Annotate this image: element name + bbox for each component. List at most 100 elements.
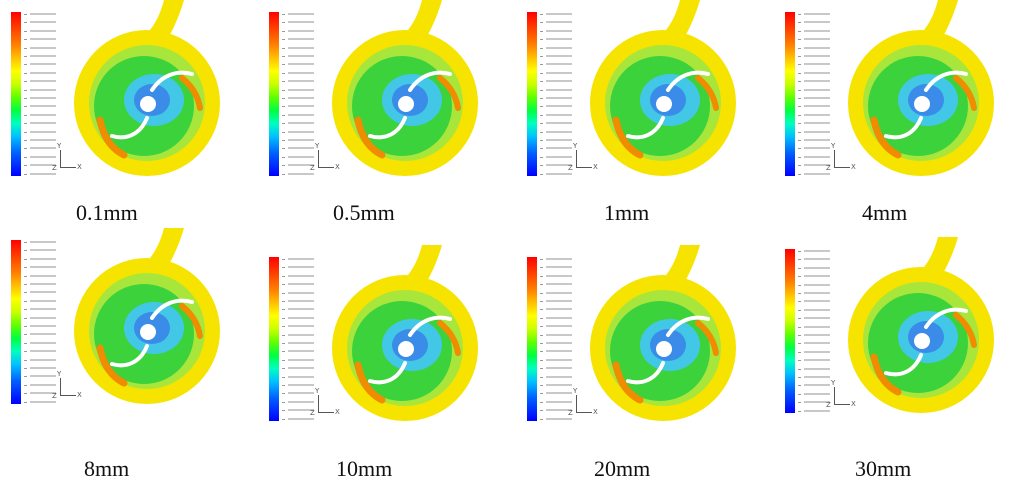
- colorbar-tick: [798, 367, 832, 370]
- colorbar-tick: [282, 409, 316, 412]
- colorbar-tick: [540, 55, 574, 57]
- colorbar-tick: [798, 283, 832, 286]
- colorbar-tick: [282, 308, 316, 311]
- impeller-blade: [368, 361, 407, 385]
- colorbar-tick: [24, 383, 58, 386]
- colorbar-tick: [282, 88, 316, 91]
- axis-label-z: Z: [826, 401, 831, 409]
- discharge-pipe: [408, 0, 442, 38]
- colorbar-tick: [798, 250, 832, 252]
- colorbar-tick: [540, 358, 574, 361]
- axis-label-x: X: [77, 163, 82, 171]
- colorbar-tick: [24, 147, 58, 150]
- colorbar-tick: [24, 29, 58, 32]
- colorbar-tick: [798, 147, 832, 150]
- colorbar-tick: [282, 417, 316, 420]
- colorbar-tick: [24, 164, 58, 167]
- colorbar-legend: [785, 249, 795, 413]
- colorbar-tick-labels: [282, 255, 322, 423]
- impeller-hub: [656, 341, 672, 357]
- colorbar-tick: [540, 71, 574, 74]
- colorbar-tick: [282, 164, 316, 167]
- colorbar-tick: [282, 105, 316, 108]
- colorbar-tick: [798, 105, 832, 108]
- colorbar-tick: [282, 350, 316, 353]
- colorbar-tick: [24, 63, 58, 66]
- colorbar-tick: [540, 21, 574, 24]
- impeller-hub: [914, 96, 930, 112]
- colorbar-tick: [282, 274, 316, 277]
- colorbar-tick: [282, 316, 316, 319]
- panel-caption: 30mm: [855, 456, 912, 481]
- colorbar-legend: [269, 257, 279, 421]
- colorbar-tick: [24, 341, 58, 344]
- colorbar-tick: [24, 333, 58, 336]
- axis-label-z: Z: [310, 164, 315, 172]
- colorbar-tick-labels: [540, 255, 580, 423]
- discharge-pipe: [150, 0, 184, 38]
- colorbar-tick: [282, 71, 316, 74]
- axis-label-x: X: [851, 163, 856, 171]
- axis-label-z: Z: [310, 409, 315, 417]
- colorbar-tick: [24, 71, 58, 74]
- colorbar-tick: [24, 113, 58, 116]
- discharge-pipe: [666, 245, 700, 283]
- colorbar-tick: [24, 257, 58, 260]
- colorbar-tick: [282, 113, 316, 116]
- colorbar-tick: [24, 38, 58, 41]
- colorbar-tick: [24, 55, 58, 57]
- coordinate-axes-icon: Y Z X: [310, 387, 340, 425]
- colorbar-tick: [24, 358, 58, 361]
- axis-label-z: Z: [568, 409, 573, 417]
- impeller-blade: [150, 70, 194, 92]
- impeller-hub: [140, 96, 156, 112]
- colorbar-tick: [798, 29, 832, 32]
- colorbar-tick: [282, 333, 316, 336]
- contour-panel-20mm: Y Z X: [516, 245, 766, 480]
- colorbar-tick: [24, 316, 58, 319]
- contour-panel-30mm: Y Z X: [774, 237, 1024, 472]
- high-pressure-spot: [695, 75, 719, 111]
- colorbar-tick: [282, 122, 316, 125]
- colorbar-tick: [540, 80, 574, 83]
- high-pressure-spot: [695, 320, 719, 356]
- axis-label-y: Y: [573, 387, 578, 395]
- coordinate-axes-icon: Y Z X: [310, 142, 340, 180]
- colorbar-tick: [282, 38, 316, 41]
- high-pressure-spot: [953, 75, 977, 111]
- panel-caption: 0.1mm: [76, 200, 138, 225]
- coordinate-axes-icon: Y Z X: [826, 379, 856, 417]
- colorbar-tick: [798, 122, 832, 125]
- axis-label-y: Y: [315, 387, 320, 395]
- colorbar-tick: [282, 342, 316, 344]
- high-pressure-spot: [179, 303, 203, 339]
- colorbar-tick: [24, 266, 58, 269]
- colorbar-tick: [540, 400, 574, 403]
- colorbar-tick: [24, 46, 58, 49]
- high-pressure-spot: [870, 353, 902, 396]
- colorbar-tick: [540, 139, 574, 141]
- colorbar-tick: [24, 325, 58, 327]
- colorbar-tick: [540, 38, 574, 41]
- colorbar-tick: [798, 325, 832, 328]
- pump-contour-image: [332, 0, 478, 176]
- impeller-blade: [884, 353, 923, 377]
- colorbar-tick: [540, 266, 574, 269]
- impeller-blade: [924, 70, 968, 92]
- colorbar-tick: [798, 13, 832, 15]
- colorbar-tick: [540, 46, 574, 49]
- colorbar-tick: [798, 155, 832, 158]
- high-pressure-spot: [870, 116, 902, 159]
- coordinate-axes-icon: Y Z X: [52, 370, 82, 408]
- axis-label-y: Y: [315, 142, 320, 150]
- colorbar-tick: [798, 334, 832, 336]
- colorbar-legend: [11, 240, 21, 404]
- colorbar-tick: [798, 88, 832, 91]
- colorbar-tick: [798, 113, 832, 116]
- high-pressure-spot: [612, 361, 644, 404]
- colorbar-tick: [798, 80, 832, 83]
- colorbar-legend: [785, 12, 795, 176]
- axis-label-z: Z: [568, 164, 573, 172]
- colorbar-tick: [24, 274, 58, 277]
- colorbar-tick: [540, 291, 574, 294]
